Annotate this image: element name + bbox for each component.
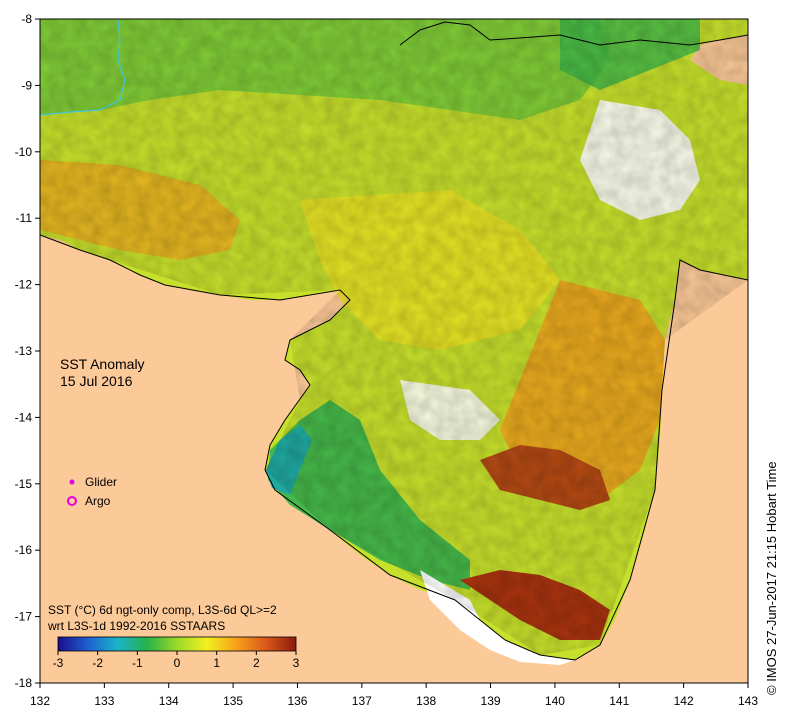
y-tick-label: -14: [15, 410, 33, 424]
map-title: SST Anomaly: [60, 356, 145, 372]
colorbar-tick-label: 1: [213, 656, 220, 670]
x-tick-label: 136: [287, 694, 307, 708]
colorbar-ticks: -3 -2 -1 0 1 2 3: [53, 651, 300, 670]
x-tick-label: 140: [545, 694, 565, 708]
argo-marker-icon: [67, 496, 77, 506]
credit-label: © IMOS 27-Jun-2017 21:15 Hobart Time: [764, 461, 779, 695]
x-tick-label: 132: [30, 694, 50, 708]
colorbar-tick-label: -3: [53, 656, 64, 670]
x-tick-label: 135: [223, 694, 243, 708]
x-tick-label: 143: [738, 694, 758, 708]
x-axis: 132 133 134 135 136 137 138 139 140 141 142 143: [30, 683, 758, 708]
y-tick-label: -9: [21, 78, 32, 92]
credit-text: © IMOS 27-Jun-2017 21:15 Hobart Time: [764, 461, 779, 695]
x-tick-label: 141: [609, 694, 629, 708]
colorbar-tick-label: -1: [132, 656, 143, 670]
y-tick-label: -11: [16, 211, 33, 225]
coastline-north: [399, 21, 748, 46]
x-tick-label: 138: [416, 694, 436, 708]
argo-label: Argo: [85, 494, 111, 508]
y-tick-label: -15: [15, 477, 33, 491]
colorbar-description-1: SST (°C) 6d ngt-only comp, L3S-6d QL>=2: [48, 603, 277, 617]
sea-texture: [40, 19, 748, 655]
x-tick-label: 134: [159, 694, 179, 708]
y-tick-label: -10: [15, 145, 33, 159]
y-tick-label: -16: [15, 543, 33, 557]
colorbar-description-2: wrt L3S-1d 1992-2016 SSTAARS: [47, 619, 225, 633]
x-tick-label: 142: [674, 694, 694, 708]
y-tick-label: -8: [21, 12, 32, 26]
y-tick-label: -12: [15, 278, 33, 292]
y-axis: -8 -9 -10 -11 -12 -13 -14 -15 -16 -17 -18: [15, 12, 40, 690]
colorbar-tick-label: -2: [92, 656, 103, 670]
marker-legend: Glider Argo: [67, 475, 117, 508]
glider-marker-icon: [69, 479, 75, 485]
x-tick-label: 139: [481, 694, 501, 708]
map-plot-area: [40, 19, 748, 683]
x-tick-label: 137: [352, 694, 372, 708]
y-tick-label: -18: [15, 676, 33, 690]
colorbar-tick-label: 3: [293, 656, 300, 670]
x-tick-label: 133: [94, 694, 114, 708]
map-date: 15 Jul 2016: [60, 373, 133, 389]
colorbar: SST (°C) 6d ngt-only comp, L3S-6d QL>=2 …: [47, 603, 300, 670]
colorbar-tick-label: 0: [174, 656, 181, 670]
coastline-west: [40, 234, 748, 661]
y-tick-label: -17: [15, 610, 33, 624]
colorbar-gradient: [57, 636, 297, 652]
river-line: [40, 19, 126, 116]
glider-label: Glider: [85, 475, 117, 489]
colorbar-tick-label: 2: [253, 656, 260, 670]
y-tick-label: -13: [15, 344, 33, 358]
